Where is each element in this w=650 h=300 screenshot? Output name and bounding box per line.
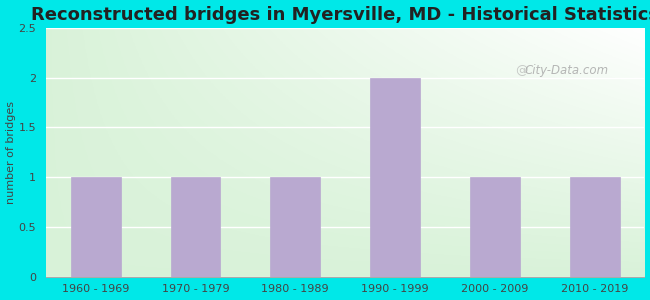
Text: City-Data.com: City-Data.com [525, 64, 608, 77]
Bar [170, 177, 220, 277]
Title: Reconstructed bridges in Myersville, MD - Historical Statistics: Reconstructed bridges in Myersville, MD … [31, 6, 650, 24]
Bar [569, 177, 619, 277]
Y-axis label: number of bridges: number of bridges [6, 101, 16, 204]
Bar [370, 78, 420, 277]
Bar [71, 177, 121, 277]
Text: @: @ [515, 64, 528, 77]
Bar [470, 177, 520, 277]
Bar [270, 177, 320, 277]
